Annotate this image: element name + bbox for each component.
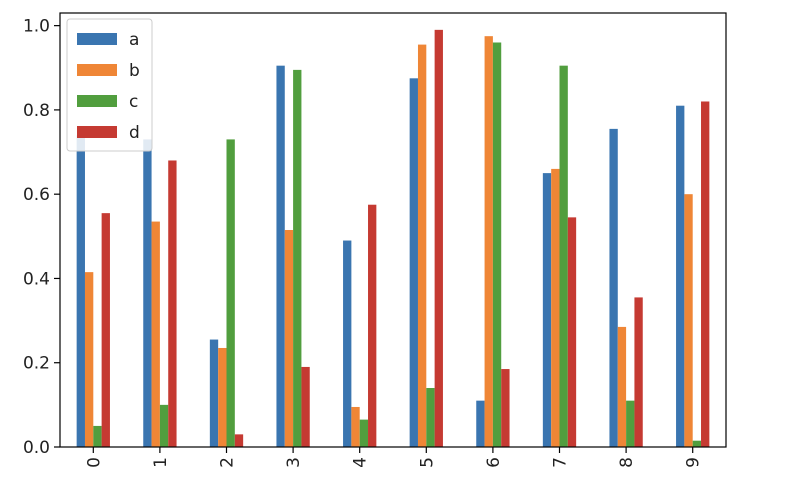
- legend-label-d: d: [129, 123, 140, 143]
- bar-c-2: [226, 139, 235, 447]
- y-tick-label: 0.8: [23, 101, 50, 121]
- x-tick-label: 4: [351, 457, 371, 468]
- bar-a-0: [76, 135, 85, 448]
- bar-b-2: [218, 347, 227, 447]
- bar-b-5: [417, 44, 427, 448]
- bar-c-7: [559, 65, 568, 447]
- bar-b-8: [617, 326, 627, 447]
- x-tick-label: 9: [684, 457, 704, 468]
- legend-label-a: a: [129, 30, 139, 50]
- y-tick-label: 0.4: [23, 269, 50, 289]
- legend-swatch-c: [77, 95, 117, 107]
- bar-c-1: [159, 404, 169, 447]
- bar-d-3: [301, 366, 310, 447]
- bar-d-8: [634, 297, 643, 447]
- x-tick-label: 8: [617, 457, 637, 468]
- x-axis: 0 1 2 3 4 5 6 7 8 9: [84, 447, 704, 468]
- plot-frame: [59, 12, 727, 448]
- y-tick-label: 0.0: [23, 438, 50, 458]
- x-tick-label: 1: [151, 457, 171, 468]
- bar-d-0: [101, 213, 110, 447]
- legend-label-c: c: [129, 92, 138, 112]
- bar-a-8: [609, 128, 618, 447]
- bar-b-4: [351, 406, 360, 447]
- bar-c-5: [426, 388, 435, 447]
- bar-a-7: [542, 173, 552, 447]
- bar-d-2: [234, 434, 244, 447]
- bar-b-6: [484, 36, 493, 448]
- legend-swatch-b: [77, 64, 117, 76]
- y-tick-label: 0.2: [23, 354, 50, 374]
- bar-c-9: [692, 440, 702, 447]
- bar-c-4: [359, 419, 369, 447]
- y-tick-label: 1.0: [23, 17, 50, 37]
- x-tick-label: 0: [84, 457, 104, 468]
- bar-d-5: [434, 29, 443, 447]
- bar-a-1: [143, 139, 152, 447]
- bar-b-9: [684, 194, 693, 447]
- bar-b-7: [551, 168, 560, 448]
- bar-c-3: [293, 69, 302, 448]
- bar-d-9: [701, 101, 710, 447]
- bar-a-6: [476, 400, 485, 447]
- legend-label-b: b: [129, 61, 140, 81]
- x-tick-label: 3: [284, 457, 304, 468]
- bar-b-1: [151, 221, 160, 447]
- bar-b-0: [84, 272, 94, 447]
- bar-c-0: [93, 425, 102, 447]
- x-tick-label: 7: [551, 457, 571, 468]
- bar-a-5: [409, 78, 418, 448]
- x-tick-label: 6: [484, 457, 504, 468]
- bar-a-9: [676, 105, 685, 447]
- y-axis: 0.0 0.2 0.4 0.6 0.8 1.0: [23, 17, 60, 458]
- bars-group: [76, 29, 710, 448]
- bar-d-6: [501, 369, 510, 447]
- legend-swatch-a: [77, 33, 117, 45]
- bar-d-1: [168, 160, 177, 448]
- bar-a-2: [209, 339, 219, 447]
- bar-d-7: [567, 217, 577, 447]
- x-tick-label: 2: [218, 457, 238, 468]
- bar-d-4: [368, 204, 377, 447]
- x-tick-label: 5: [417, 457, 437, 468]
- bar-b-3: [284, 230, 294, 447]
- y-tick-label: 0.6: [23, 185, 50, 205]
- legend-swatch-d: [77, 126, 117, 138]
- bar-a-4: [343, 240, 352, 447]
- legend-box: [66, 18, 153, 152]
- bar-a-3: [276, 65, 285, 447]
- bar-c-8: [626, 400, 635, 447]
- bar-c-6: [492, 42, 502, 447]
